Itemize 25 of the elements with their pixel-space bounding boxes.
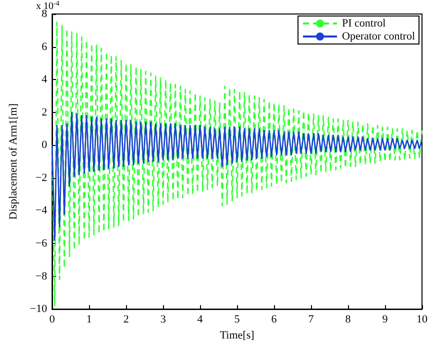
y-tick-label: −2 [35, 172, 48, 184]
x-axis-title: Time[s] [220, 330, 254, 342]
y-tick-label: −10 [30, 303, 48, 316]
legend-label: PI control [342, 18, 386, 30]
x-tick-label: 2 [123, 314, 129, 326]
y-tick-label: 8 [42, 8, 48, 20]
y-tick-label: 0 [42, 139, 48, 152]
x-tick-label: 10 [416, 314, 428, 326]
y-tick-label: 6 [42, 40, 48, 53]
x-tick-label: 6 [271, 314, 278, 326]
x-tick-label: 3 [160, 314, 166, 326]
y-tick-label: −6 [35, 238, 48, 250]
x-tick-label: 9 [382, 314, 388, 326]
y-tick-label: 4 [42, 74, 48, 86]
line-series [51, 112, 423, 241]
y-axis-title: Displacement of Arm1[m] [8, 104, 20, 220]
x-tick-label: 7 [308, 314, 314, 326]
x-tick-label: 5 [234, 314, 240, 326]
y-tick-label: −4 [35, 204, 48, 217]
y-tick-label: 2 [42, 106, 48, 118]
x-tick-label: 4 [197, 314, 204, 326]
x-tick-label: 8 [345, 314, 352, 326]
x-tick-label: 1 [86, 314, 92, 326]
legend-label: Operator control [342, 30, 415, 42]
y-tick-label: −8 [35, 270, 48, 282]
